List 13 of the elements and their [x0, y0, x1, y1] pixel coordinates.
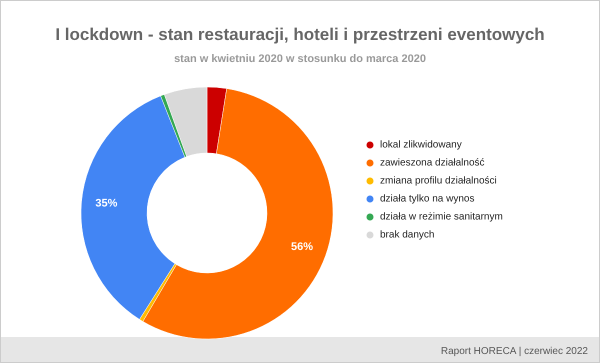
legend-label: zmiana profilu działalności [380, 176, 497, 186]
legend-label: lokal zlikwidowany [380, 140, 462, 150]
legend-label: brak danych [380, 230, 434, 240]
legend-label: działa tylko na wynos [380, 194, 474, 204]
data-label: 56% [291, 241, 314, 254]
donut-slice [142, 88, 334, 340]
data-label: 35% [95, 197, 118, 210]
chart-title: I lockdown - stan restauracji, hoteli i przestrzeni eventowych [55, 25, 545, 44]
legend-label: działa w reżimie sanitarnym [380, 212, 503, 222]
chart-subtitle: stan w kwietniu 2020 w stosunku do marca 2020 [174, 53, 426, 65]
text: Raport HORECA | czerwiec 2022 [440, 346, 588, 357]
donut-slice [80, 96, 186, 320]
legend-label: zawieszona działalność [380, 158, 485, 168]
